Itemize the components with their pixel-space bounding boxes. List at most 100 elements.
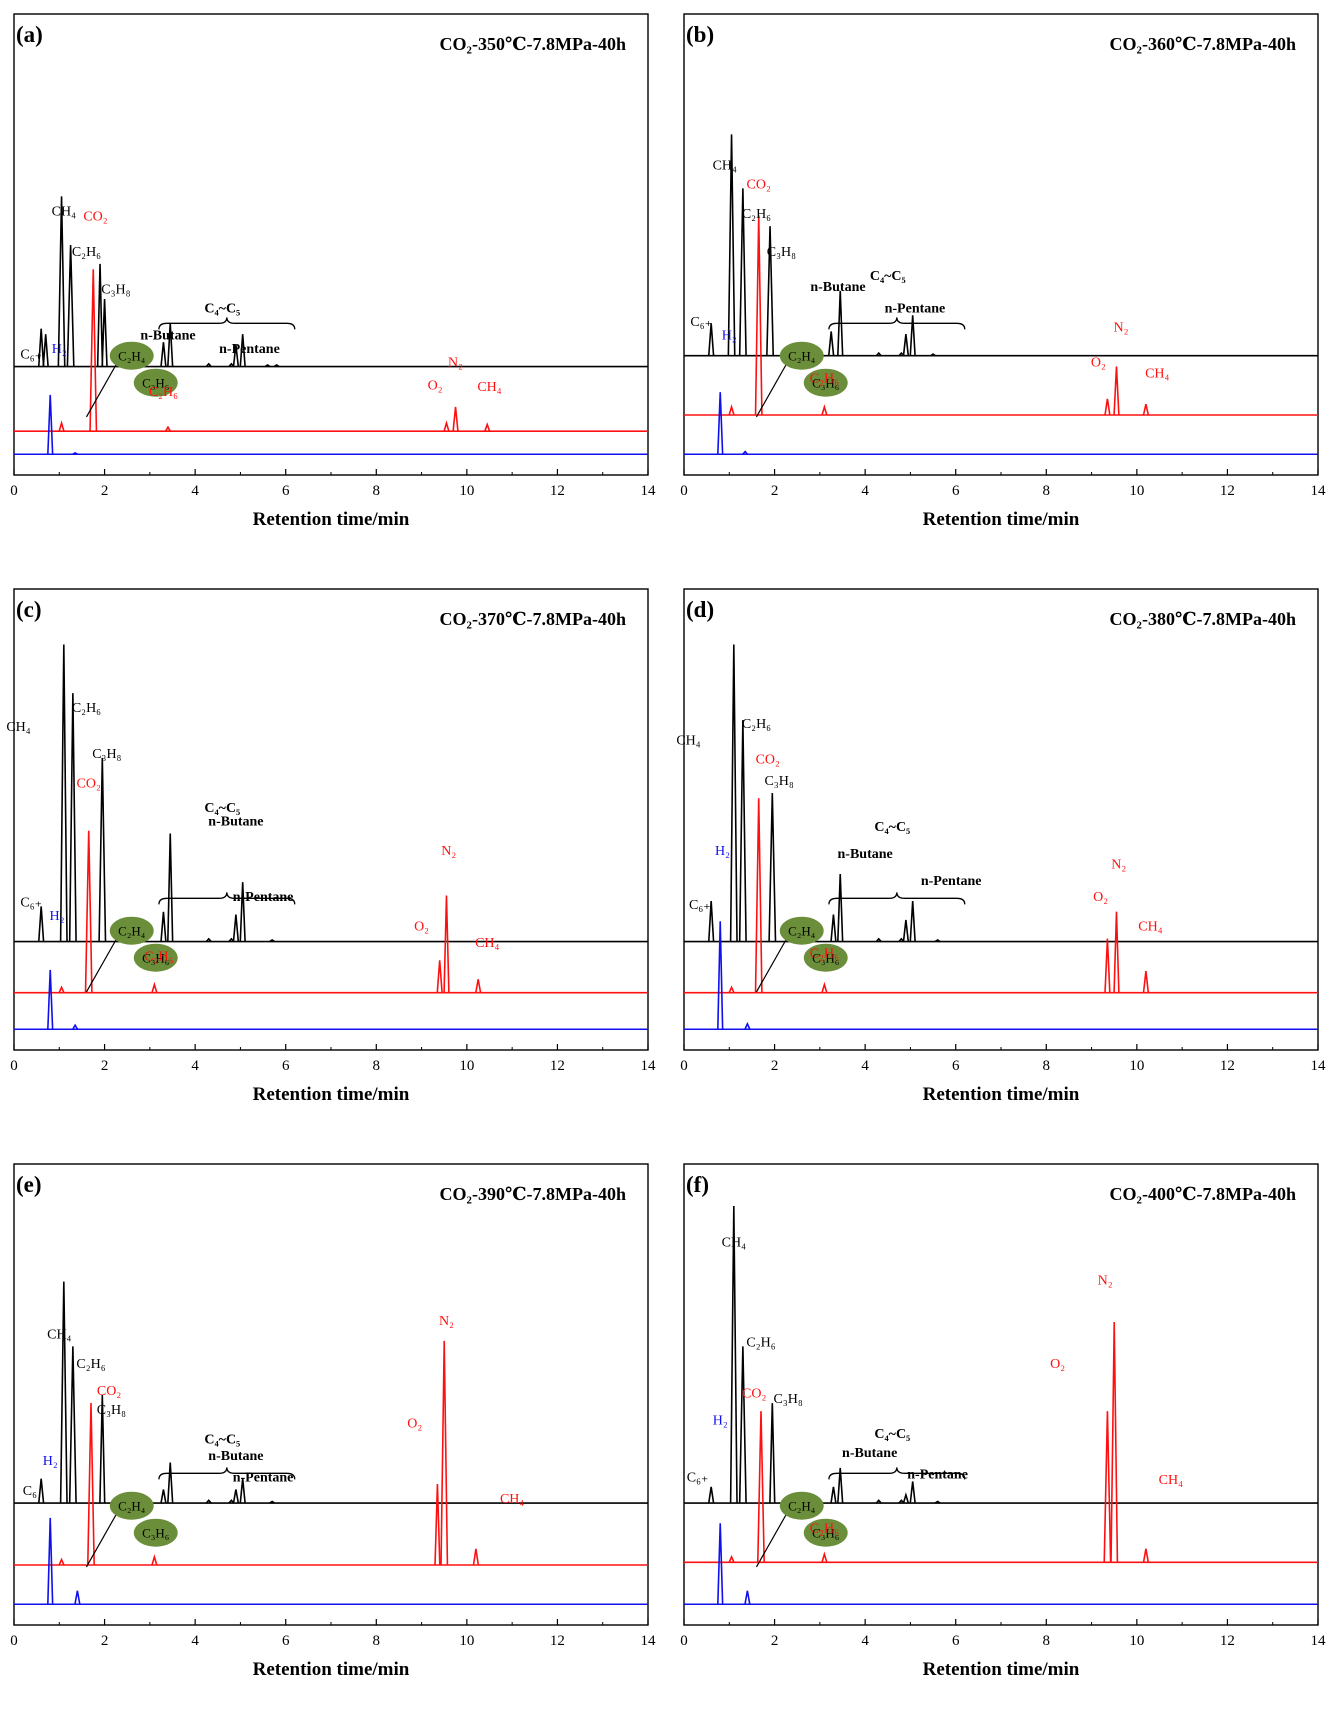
- x-tick-label: 0: [10, 483, 18, 499]
- red-peak: [1110, 1321, 1119, 1563]
- black-peak: [902, 334, 910, 356]
- x-tick-label: 10: [459, 483, 474, 499]
- x-tick-label: 12: [1220, 1058, 1235, 1074]
- black-peak: [269, 938, 275, 943]
- red-peak: [58, 1557, 65, 1566]
- c3h6-marker-label: C₃H₆: [812, 951, 839, 966]
- x-tick-label: 12: [1220, 483, 1235, 499]
- panel-label: (b): [686, 22, 714, 47]
- peak-label: H₂: [50, 909, 65, 924]
- peak-label: C₆: [23, 1484, 37, 1499]
- peak-label: C₂H₆: [76, 1357, 105, 1372]
- x-tick-label: 8: [373, 483, 381, 499]
- blue-peak: [717, 1523, 724, 1605]
- black-peak: [729, 644, 738, 942]
- peak-label: C₃H₈: [774, 1392, 803, 1407]
- black-peak: [837, 290, 844, 356]
- black-peak: [930, 353, 936, 357]
- black-peak: [875, 1499, 882, 1504]
- x-tick-label: 2: [101, 1058, 109, 1074]
- red-peak: [452, 406, 459, 432]
- peak-label: CO₂: [756, 752, 780, 767]
- peak-label: C₆₊: [689, 898, 711, 913]
- chart-panel-5: 0 2 4 6 8 10 12 14 Retention time/min (e) CO₂-390℃…: [10, 1163, 656, 1680]
- peak-label: CH₄: [52, 204, 76, 219]
- peak-label: CH₄: [1138, 920, 1162, 935]
- peak-label: H₂: [715, 844, 730, 859]
- x-tick-label: 8: [1043, 1633, 1051, 1649]
- black-peak: [167, 1462, 174, 1504]
- panel-title: CO₂-360℃-7.8MPa-40h: [1110, 34, 1296, 54]
- c4-c5-bracket: [828, 892, 966, 905]
- black-peak: [96, 263, 104, 367]
- peak-label: CO₂: [742, 1387, 766, 1402]
- x-tick-label: 6: [282, 1058, 290, 1074]
- red-peak: [443, 420, 450, 432]
- c3h6-marker-label: C₃H₆: [142, 951, 169, 966]
- peak-label: C₂H₆: [746, 1335, 775, 1350]
- peak-label: C₂H₆: [149, 385, 178, 400]
- black-peak: [707, 323, 715, 356]
- black-peak: [902, 919, 910, 942]
- red-peak: [84, 830, 93, 993]
- peak-label: H₂: [43, 1454, 58, 1469]
- red-peak: [1142, 1548, 1150, 1563]
- peak-label: C₃H₈: [767, 245, 796, 260]
- x-tick-label: 6: [282, 483, 290, 499]
- blue-trace: [684, 1523, 1318, 1606]
- black-peak: [909, 1481, 916, 1504]
- peak-label: CO₂: [747, 177, 771, 192]
- c2h4-marker-label: C₂H₄: [788, 349, 816, 364]
- black-peak: [264, 363, 271, 368]
- peak-label: C₂H₆: [810, 1522, 839, 1537]
- black-peak: [160, 911, 167, 942]
- x-tick-label: 2: [771, 483, 779, 499]
- peak-label: CH₄: [713, 158, 737, 173]
- peak-label: n-Butane: [140, 329, 195, 344]
- black-peak: [205, 362, 212, 368]
- peak-label: N₂: [1111, 858, 1126, 873]
- x-tick-label: 0: [10, 1058, 18, 1074]
- c3h6-marker-label: C₃H₆: [142, 376, 169, 391]
- black-peak: [837, 874, 844, 942]
- c2h4-marker-label: C₂H₄: [788, 1499, 816, 1514]
- red-trace: [684, 798, 1318, 994]
- black-peak: [37, 1478, 45, 1504]
- chart-panel-6: 0 2 4 6 8 10 12 14 Retention time/min (f) CO₂-400℃…: [680, 1163, 1327, 1680]
- peak-label: C₄~C₅: [874, 820, 910, 835]
- red-trace: [14, 1340, 648, 1566]
- peak-label: O₂: [428, 378, 443, 393]
- c2h4-marker: [779, 916, 824, 945]
- red-peak: [151, 981, 158, 993]
- peak-label: n-Butane: [838, 847, 893, 862]
- blue-peak: [47, 969, 54, 1030]
- c3h6-marker-label: C₃H₆: [812, 1526, 839, 1541]
- peak-label: N₂: [439, 1314, 454, 1329]
- black-peak: [42, 334, 49, 367]
- blue-peak: [744, 1021, 751, 1030]
- black-peak: [769, 1403, 776, 1504]
- peak-label: n-Pentane: [921, 874, 982, 889]
- black-peak: [875, 937, 882, 943]
- peak-label: C₆₊: [20, 347, 42, 362]
- red-peak: [443, 895, 450, 993]
- panel-title: CO₂-350℃-7.8MPa-40h: [440, 34, 626, 54]
- chart-panel-3: 0 2 4 6 8 10 12 14 Retention time/min (c) CO₂-370℃…: [6, 588, 656, 1105]
- black-peak: [707, 900, 715, 942]
- panel-label: (d): [686, 597, 714, 622]
- blue-peak: [47, 1517, 54, 1605]
- red-peak: [434, 1483, 441, 1566]
- peak-label: C₄~C₅: [204, 302, 240, 317]
- marker-arrow: [755, 1511, 789, 1568]
- x-tick-label: 14: [1311, 1633, 1327, 1649]
- x-tick-label: 2: [101, 483, 109, 499]
- x-tick-label: 0: [680, 1633, 688, 1649]
- panel-title: CO₂-380℃-7.8MPa-40h: [1110, 609, 1296, 629]
- x-axis-label: Retention time/min: [253, 1659, 410, 1680]
- black-peak: [273, 363, 280, 368]
- c2h4-marker: [109, 916, 154, 945]
- peak-label: n-Pentane: [233, 1470, 294, 1485]
- x-tick-label: 12: [550, 1058, 565, 1074]
- panel-label: (a): [16, 22, 43, 47]
- c3h6-marker: [133, 368, 178, 397]
